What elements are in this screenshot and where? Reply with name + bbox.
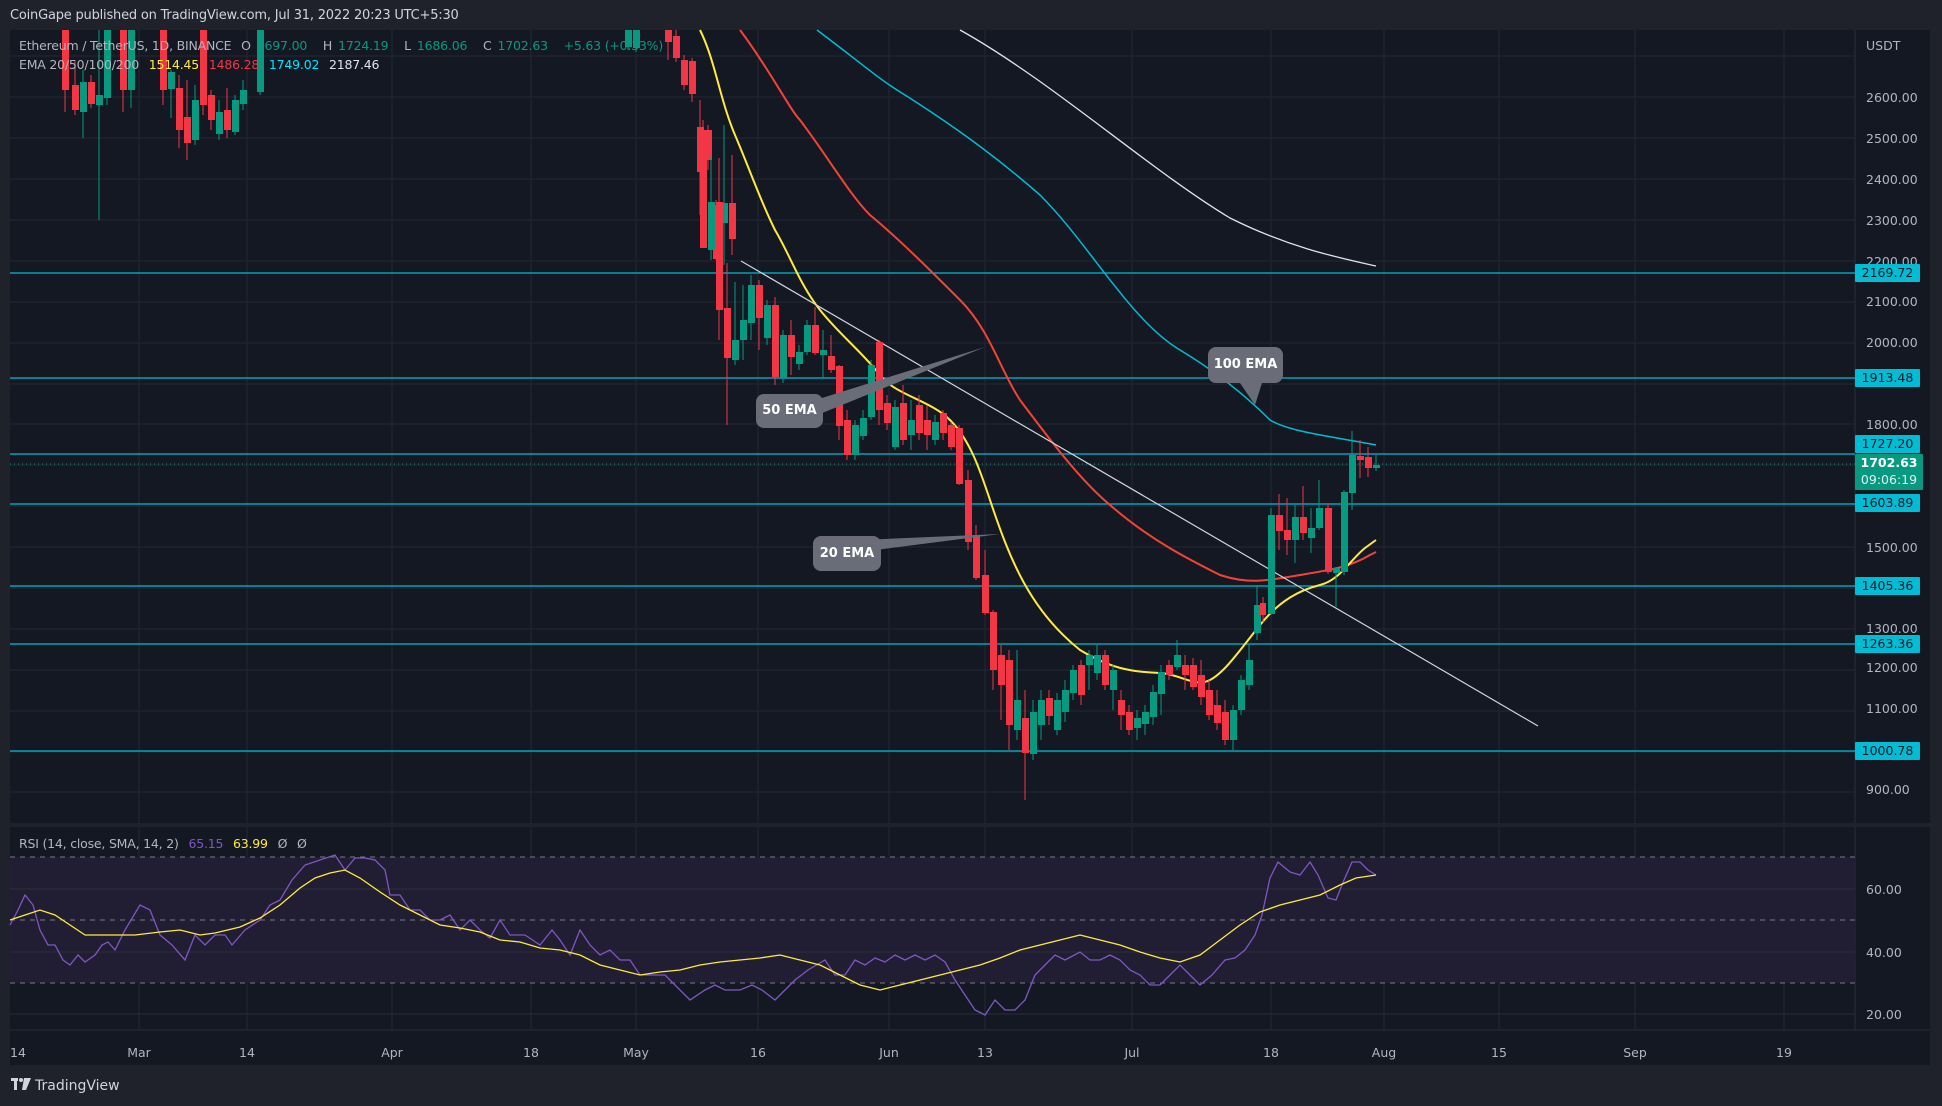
ema100-callout[interactable]: 100 EMA (1208, 347, 1283, 383)
publish-bar: CoinGape published on TradingView.com, J… (0, 0, 1942, 30)
footer (0, 1068, 1942, 1106)
ema50-callout[interactable]: 50 EMA (756, 394, 823, 428)
price-unit: USDT (1866, 38, 1901, 53)
time-tick: Jul (1124, 1045, 1140, 1060)
tradingview-logo[interactable]: TradingView (11, 1078, 120, 1094)
time-tick: Aug (1371, 1045, 1397, 1060)
level-tag[interactable]: 1263.36 (1855, 635, 1920, 653)
price-tick: 900.00 (1866, 782, 1910, 797)
time-tick: 14 (239, 1045, 255, 1060)
ema50-value: 1486.28 (208, 57, 260, 72)
rsi-extra-1: Ø (277, 836, 288, 851)
level-tag[interactable]: 1727.20 (1855, 435, 1920, 453)
high-value: 1724.19 (338, 38, 389, 53)
rsi-label[interactable]: RSI (14, close, SMA, 14, 2) (19, 836, 179, 851)
level-tag[interactable]: 1000.78 (1855, 742, 1920, 760)
price-tick: 2500.00 (1866, 131, 1918, 146)
time-tick: 18 (1263, 1045, 1279, 1060)
ema20-line (699, 29, 1377, 684)
rsi-tick: 20.00 (1866, 1007, 1902, 1022)
current-price-tag[interactable]: 1702.63 09:06:19 (1855, 454, 1923, 490)
time-tick: 19 (1776, 1045, 1792, 1060)
grid-horizontal (10, 55, 1855, 793)
time-tick: 18 (523, 1045, 539, 1060)
rsi-sma-line (9, 869, 1377, 991)
rsi-bands (10, 856, 1855, 984)
rsi-extra-2: Ø (297, 836, 307, 851)
level-tag[interactable]: 2169.72 (1855, 264, 1920, 282)
current-price: 1702.63 (1860, 455, 1918, 470)
low-value: 1686.06 (416, 38, 468, 53)
tradingview-brand: TradingView (35, 1078, 120, 1094)
time-tick: 16 (750, 1045, 766, 1060)
ema20-value: 1514.45 (148, 57, 200, 72)
ema100-value: 1749.02 (268, 57, 320, 72)
ema100-line (816, 29, 1377, 446)
level-lines[interactable] (10, 272, 1855, 752)
candlesticks[interactable] (62, 30, 1380, 800)
price-tick: 1200.00 (1866, 660, 1918, 675)
price-tick: 1800.00 (1866, 417, 1918, 432)
symbol-legend[interactable]: Ethereum / TetherUS, 1D, BINANCE O 1697.0… (19, 38, 669, 53)
ema20-callout-tail (860, 534, 1000, 552)
time-tick: May (623, 1045, 649, 1060)
ema200-value: 2187.46 (329, 57, 380, 72)
price-tick: 2600.00 (1866, 90, 1918, 105)
time-tick: Mar (127, 1045, 151, 1060)
time-tick: Apr (381, 1045, 403, 1060)
price-tick: 2400.00 (1866, 172, 1918, 187)
time-tick: 15 (1491, 1045, 1507, 1060)
rsi-value: 65.15 (188, 836, 224, 851)
time-tick: Sep (1623, 1045, 1647, 1060)
publish-text: CoinGape published on TradingView.com, J… (10, 8, 459, 23)
ema-legend[interactable]: EMA 20/50/100/200 1514.45 1486.28 1749.0… (19, 57, 385, 72)
close-label: C (483, 38, 492, 53)
rsi-tick: 40.00 (1866, 945, 1902, 960)
level-tag[interactable]: 1405.36 (1855, 577, 1920, 595)
level-tag[interactable]: 1603.89 (1855, 494, 1920, 512)
ema20-callout[interactable]: 20 EMA (813, 536, 881, 571)
close-value: 1702.63 (497, 38, 548, 53)
time-tick: Jun (879, 1045, 899, 1060)
time-tick: 13 (977, 1045, 993, 1060)
ema100-callout-tail (1240, 383, 1262, 405)
price-tick: 1300.00 (1866, 621, 1918, 636)
high-label: H (322, 38, 333, 53)
rsi-grid (10, 888, 1855, 1015)
rsi-legend[interactable]: RSI (14, close, SMA, 14, 2) 65.15 63.99 … (19, 836, 313, 851)
ema-label[interactable]: EMA 20/50/100/200 (19, 57, 139, 72)
low-label: L (404, 38, 411, 53)
level-tag[interactable]: 1913.48 (1855, 369, 1920, 387)
trendline[interactable] (740, 260, 1539, 727)
ema50-line (739, 29, 1377, 582)
price-tick: 1100.00 (1866, 701, 1918, 716)
ema50-callout-tail (790, 347, 985, 418)
price-tick: 2100.00 (1866, 294, 1918, 309)
time-tick: 14 (10, 1045, 26, 1060)
rsi-tick: 60.00 (1866, 882, 1902, 897)
price-tick: 2300.00 (1866, 213, 1918, 228)
price-tick: 2000.00 (1866, 335, 1918, 350)
rsi-sma-value: 63.99 (233, 836, 268, 851)
ema200-line (959, 29, 1377, 267)
open-value: 1697.00 (256, 38, 308, 53)
tradingview-logo-icon (11, 1078, 31, 1094)
price-tick: 1500.00 (1866, 540, 1918, 555)
rsi-line (9, 854, 1377, 1016)
bar-countdown: 09:06:19 (1860, 472, 1918, 487)
open-label: O (241, 38, 251, 53)
pane-divider[interactable] (10, 823, 1930, 827)
symbol-name[interactable]: Ethereum / TetherUS, 1D, BINANCE (19, 38, 232, 53)
change-value: +5.63 (+0.33%) (563, 38, 664, 53)
